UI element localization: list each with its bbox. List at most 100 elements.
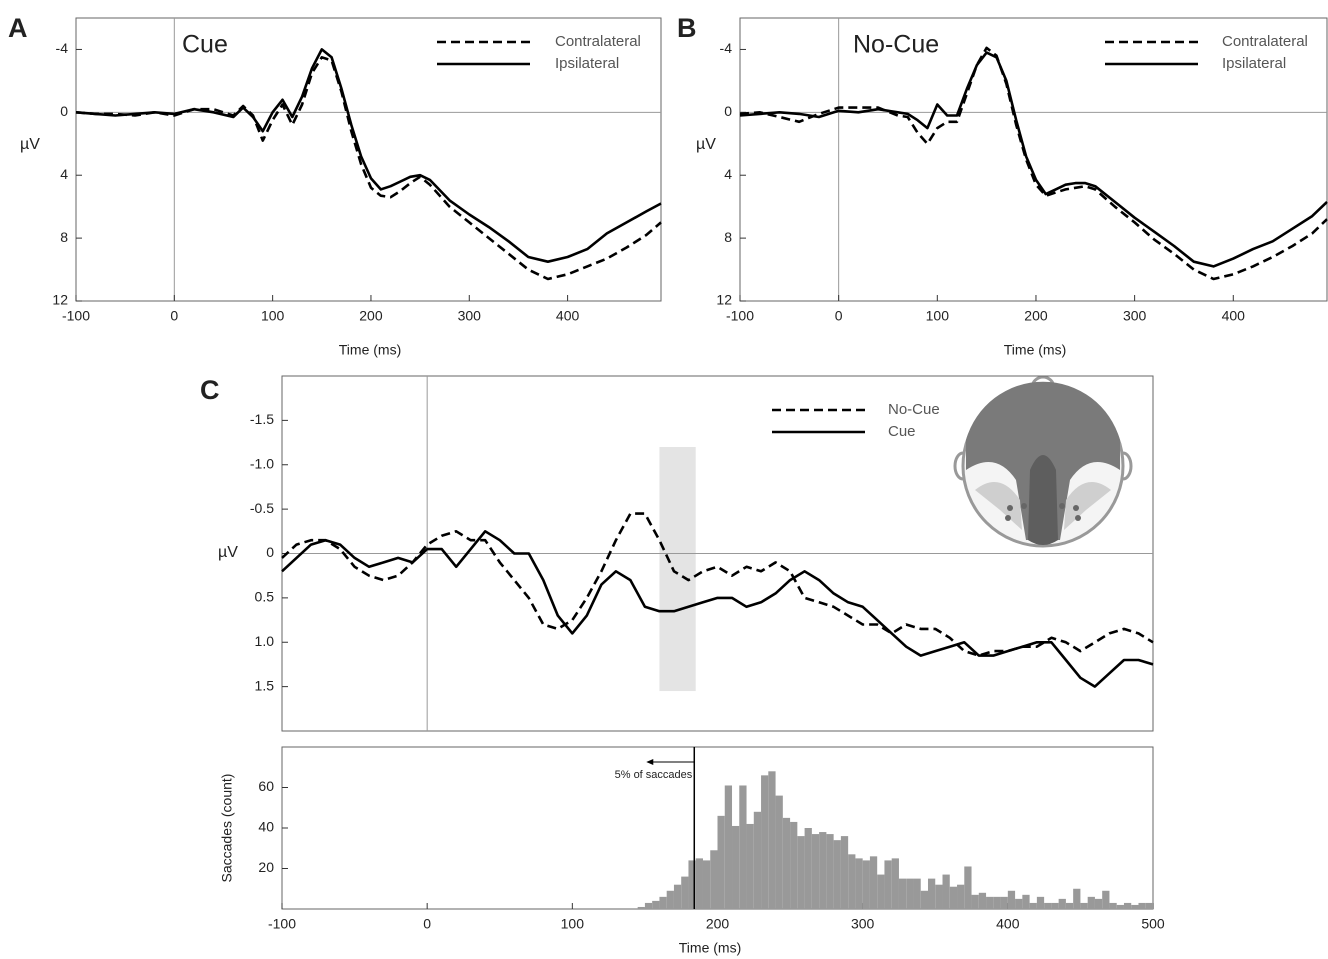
histogram-bar (1022, 894, 1030, 909)
y-tick-label: 60 (258, 778, 274, 794)
histogram-bar (971, 894, 979, 909)
legend-label: Ipsilateral (555, 55, 619, 72)
histogram-bar (1109, 902, 1117, 909)
histogram-bar (1015, 898, 1023, 909)
shaded-region (659, 447, 696, 692)
panel-label: C (200, 375, 220, 405)
histogram-bar (1080, 902, 1088, 909)
histogram-bar (695, 858, 703, 909)
x-tick-label: 300 (1123, 308, 1147, 324)
y-tick-label: 8 (60, 229, 68, 245)
histogram-bar (833, 840, 841, 909)
histogram-bar (768, 771, 776, 909)
arrow-head (646, 759, 654, 765)
y-tick-label: 0 (724, 103, 732, 119)
histogram-bar (1116, 904, 1124, 909)
histogram-bar (637, 906, 645, 909)
histogram-bar (659, 896, 667, 909)
histogram-bar (1094, 898, 1103, 909)
histogram-bar (1065, 902, 1074, 909)
histogram-bar (927, 878, 936, 909)
histogram-bar (673, 884, 682, 909)
histogram-bar (840, 836, 849, 909)
y-tick-label: 4 (724, 166, 732, 182)
histogram-bar (724, 785, 733, 909)
histogram-bar (761, 775, 769, 909)
histogram-bar (644, 902, 653, 909)
histogram-bar (869, 856, 878, 909)
histogram-bar (790, 821, 798, 909)
y-tick-label: 40 (258, 819, 274, 835)
data-line (281, 529, 1154, 688)
x-tick-label: 500 (1141, 916, 1165, 932)
histogram-bar (811, 834, 820, 909)
histogram-bar (877, 874, 885, 909)
data-line (739, 51, 1328, 268)
y-tick-label: 8 (724, 229, 732, 245)
x-tick-label: -100 (268, 916, 296, 932)
x-tick-label: 0 (170, 308, 178, 324)
panel: 20 40 60 -100 0 100 200 300 400 500 Time (ms) Sacca… (219, 746, 1165, 956)
histogram-bar (746, 823, 754, 909)
y-tick-label: 4 (60, 166, 68, 182)
y-axis-label: µV (218, 544, 238, 561)
histogram-bar (1058, 898, 1066, 909)
y-tick-label: 1.0 (255, 633, 275, 649)
y-tick-label: 1.5 (255, 677, 275, 693)
x-tick-label: 200 (706, 916, 730, 932)
y-tick-label: 12 (716, 292, 732, 308)
histogram-bar (681, 876, 689, 909)
histogram-bar (666, 890, 674, 909)
x-tick-label: 200 (1024, 308, 1048, 324)
x-tick-label: 100 (561, 916, 585, 932)
histogram-bar (884, 860, 892, 909)
histogram-bar (732, 825, 740, 909)
y-tick-label: -4 (56, 40, 69, 56)
y-tick-label: 0.5 (255, 589, 275, 605)
histogram-bar (957, 884, 965, 909)
histogram-bar (862, 860, 870, 909)
histogram-bar (710, 850, 718, 909)
y-tick-label: 20 (258, 859, 274, 875)
x-tick-label: 0 (423, 916, 431, 932)
x-tick-label: 400 (1222, 308, 1246, 324)
data-line (75, 48, 662, 264)
histogram-bar (891, 858, 899, 909)
y-axis-label: Saccades (count) (219, 774, 235, 883)
histogram-bar (848, 854, 856, 909)
y-axis-label: µV (20, 136, 40, 153)
histogram-bar (1123, 902, 1132, 909)
histogram-bar (935, 884, 943, 909)
x-tick-label: -100 (726, 308, 754, 324)
histogram-bar (949, 886, 958, 909)
panel: -4 0 4 8 12-100 0 100 200 300 400 A Cue Time (ms) µV C… (8, 13, 662, 358)
histogram-bar (898, 878, 907, 909)
panel-title: Cue (182, 31, 228, 59)
histogram-bar (993, 896, 1001, 909)
plot-frame (75, 17, 662, 302)
histogram-bar (1138, 902, 1146, 909)
data-line (739, 46, 1328, 281)
histogram-bar (826, 834, 834, 909)
histogram-bar (986, 896, 994, 909)
x-tick-label: 300 (851, 916, 875, 932)
histogram-bar (775, 795, 783, 909)
histogram-bar (1000, 896, 1008, 909)
x-tick-label: 100 (261, 308, 285, 324)
panel: -1.5 -1.0 -0.5 0 0.5 1.0 1.5 CµV No-Cue Cue (200, 375, 1154, 732)
histogram-bar (1131, 904, 1139, 909)
histogram-bar (1145, 902, 1153, 909)
y-axis-label: µV (696, 136, 716, 153)
y-tick-label: 0 (60, 103, 68, 119)
histogram-bar (819, 832, 827, 909)
panel-title: No-Cue (853, 31, 939, 59)
x-tick-label: 0 (835, 308, 843, 324)
y-tick-label: 12 (52, 292, 68, 308)
histogram-bar (1073, 888, 1081, 909)
histogram-bar (913, 878, 921, 909)
y-tick-label: -1.0 (250, 455, 274, 471)
histogram-bar (797, 836, 805, 909)
histogram-bar (1087, 896, 1095, 909)
histogram-bar (1029, 902, 1037, 909)
